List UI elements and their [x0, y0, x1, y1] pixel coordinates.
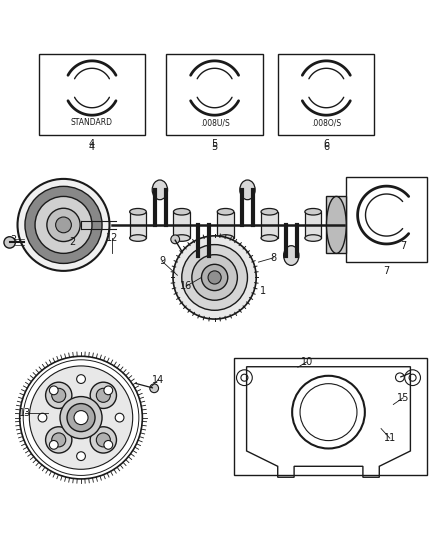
Circle shape	[77, 452, 85, 461]
Text: 7: 7	[400, 241, 406, 251]
Circle shape	[182, 245, 247, 310]
Text: 15: 15	[397, 393, 409, 403]
Circle shape	[77, 375, 85, 383]
Bar	[261, 212, 278, 238]
Text: .008U/S: .008U/S	[200, 118, 230, 127]
Bar	[305, 212, 321, 238]
Circle shape	[29, 366, 133, 469]
Text: 4: 4	[89, 139, 95, 149]
Text: 1: 1	[260, 286, 266, 296]
Circle shape	[208, 271, 221, 284]
Circle shape	[90, 427, 117, 453]
Circle shape	[173, 236, 256, 319]
Circle shape	[60, 397, 102, 439]
Circle shape	[115, 413, 124, 422]
Circle shape	[4, 237, 15, 248]
Text: 3: 3	[10, 235, 16, 245]
Ellipse shape	[152, 180, 167, 200]
Circle shape	[46, 382, 72, 408]
Text: 6: 6	[323, 139, 329, 149]
Text: 5: 5	[212, 139, 218, 149]
Text: 12: 12	[106, 233, 118, 243]
Circle shape	[171, 235, 180, 244]
Circle shape	[25, 187, 102, 263]
Ellipse shape	[196, 246, 211, 265]
Bar	[173, 212, 190, 238]
Circle shape	[90, 382, 117, 408]
Ellipse shape	[326, 197, 346, 253]
Text: 10: 10	[300, 357, 313, 367]
Circle shape	[35, 197, 92, 253]
Ellipse shape	[305, 208, 321, 215]
Text: 14: 14	[152, 375, 165, 384]
Bar	[217, 212, 234, 238]
Circle shape	[47, 208, 80, 241]
Bar	[234, 359, 427, 474]
Bar	[278, 54, 374, 135]
Bar	[346, 177, 427, 262]
Ellipse shape	[130, 235, 146, 241]
Circle shape	[96, 389, 110, 402]
Ellipse shape	[130, 208, 146, 215]
Text: 2: 2	[69, 237, 75, 247]
Circle shape	[46, 427, 72, 453]
Ellipse shape	[240, 180, 255, 200]
Circle shape	[201, 264, 228, 290]
Text: 9: 9	[159, 256, 165, 266]
Ellipse shape	[217, 235, 234, 241]
Circle shape	[96, 433, 110, 447]
Ellipse shape	[261, 208, 278, 215]
Text: 7: 7	[383, 265, 390, 276]
Circle shape	[74, 410, 88, 425]
Circle shape	[52, 389, 66, 402]
Circle shape	[104, 440, 113, 449]
Ellipse shape	[173, 235, 190, 241]
Text: 11: 11	[384, 433, 396, 443]
Ellipse shape	[261, 235, 278, 241]
Circle shape	[56, 217, 71, 233]
Bar	[39, 54, 145, 135]
Bar	[166, 54, 263, 135]
Text: 4: 4	[89, 142, 95, 152]
Bar	[130, 212, 146, 238]
Text: 16: 16	[180, 281, 192, 291]
Text: 8: 8	[271, 253, 277, 263]
Circle shape	[67, 403, 95, 432]
Circle shape	[18, 179, 109, 271]
Circle shape	[192, 255, 237, 300]
Text: 5: 5	[212, 142, 218, 152]
Circle shape	[104, 386, 113, 395]
Circle shape	[150, 384, 159, 393]
Ellipse shape	[305, 235, 321, 241]
Text: .008O/S: .008O/S	[311, 118, 341, 127]
Bar	[326, 197, 346, 253]
Circle shape	[49, 440, 58, 449]
Circle shape	[38, 413, 47, 422]
Circle shape	[52, 433, 66, 447]
Circle shape	[49, 386, 58, 395]
Ellipse shape	[173, 208, 190, 215]
Ellipse shape	[284, 246, 299, 265]
Text: STANDARD: STANDARD	[71, 118, 113, 127]
Ellipse shape	[217, 208, 234, 215]
Text: 13: 13	[19, 408, 32, 418]
Text: 6: 6	[323, 142, 329, 152]
